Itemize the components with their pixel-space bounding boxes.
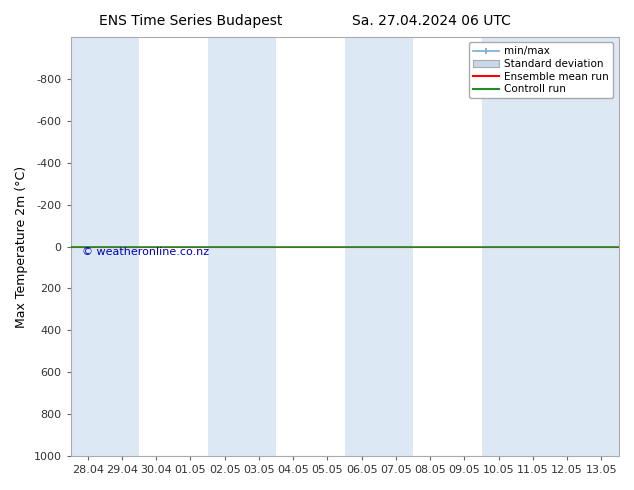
Bar bbox=[70, 37, 139, 456]
Bar bbox=[482, 37, 550, 456]
Text: Sa. 27.04.2024 06 UTC: Sa. 27.04.2024 06 UTC bbox=[352, 14, 510, 28]
Bar bbox=[344, 37, 413, 456]
Text: ENS Time Series Budapest: ENS Time Series Budapest bbox=[98, 14, 282, 28]
Bar bbox=[550, 37, 619, 456]
Text: © weatheronline.co.nz: © weatheronline.co.nz bbox=[82, 247, 209, 257]
Legend: min/max, Standard deviation, Ensemble mean run, Controll run: min/max, Standard deviation, Ensemble me… bbox=[469, 42, 613, 98]
Bar bbox=[207, 37, 276, 456]
Y-axis label: Max Temperature 2m (°C): Max Temperature 2m (°C) bbox=[15, 166, 28, 328]
